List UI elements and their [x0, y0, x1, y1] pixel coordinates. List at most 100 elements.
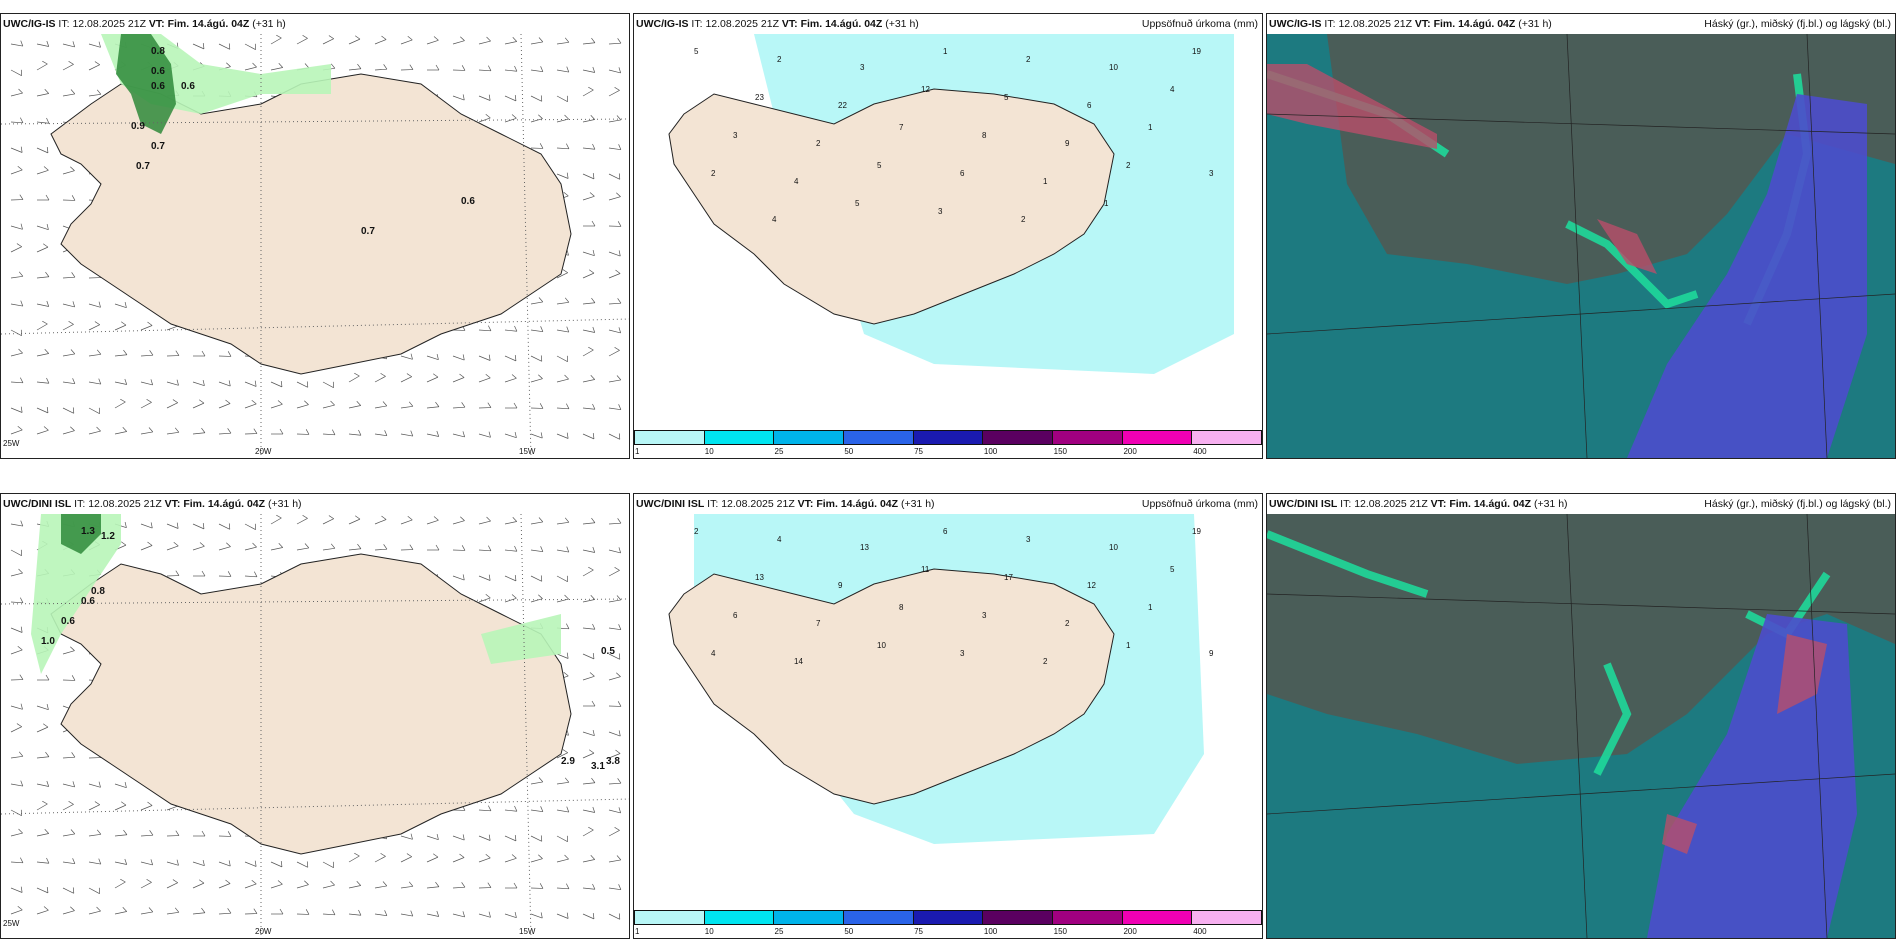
legend-swatch — [635, 911, 705, 924]
legend-label: 400 — [1193, 447, 1207, 456]
wind-value-label: 2.9 — [561, 756, 575, 767]
legend-swatch — [774, 911, 845, 924]
precip-number-label: 2 — [711, 169, 716, 178]
precip-number-label: 3 — [982, 611, 987, 620]
precip-number-label: 1 — [1104, 199, 1109, 208]
legend-label: 75 — [914, 927, 924, 936]
legend-swatch — [983, 431, 1054, 444]
precip-number-label: 1 — [1043, 177, 1048, 186]
precip-number-label: 5 — [1170, 565, 1175, 574]
precip-number-label: 1 — [943, 47, 948, 56]
mid-cloud — [1327, 34, 1895, 284]
wind-value-label: 0.7 — [361, 226, 375, 237]
legend-label: 100 — [983, 447, 998, 456]
legend-bar — [634, 430, 1262, 445]
precip-number-label: 3 — [1209, 169, 1214, 178]
precip-number-label: 4 — [794, 177, 799, 186]
legend-label: 200 — [1123, 927, 1137, 936]
precip-number-label: 9 — [1209, 649, 1214, 658]
precip-number-label: 9 — [838, 581, 843, 590]
legend-swatch — [844, 431, 914, 444]
legend-label: 25 — [774, 447, 784, 456]
wind-value-label: 1.2 — [101, 531, 115, 542]
lon-label-20w: 20W — [255, 447, 272, 456]
legend-label: 150 — [1053, 927, 1068, 936]
legend-swatch — [1122, 431, 1193, 444]
precip-number-label: 13 — [860, 543, 869, 552]
wind-value-label: 0.6 — [61, 616, 75, 627]
cloud-grid — [1267, 34, 1895, 458]
precip-number-label: 6 — [733, 611, 738, 620]
legend-label: 50 — [844, 927, 854, 936]
legend-swatch — [774, 431, 845, 444]
precip-number-label: 23 — [755, 93, 764, 102]
panel-header: UWC/IG-IS IT: 12.08.2025 21Z VT: Fim. 14… — [3, 18, 286, 30]
legend-swatch — [1192, 911, 1262, 924]
iceland-land — [50, 553, 572, 855]
low-cloud-red — [1267, 64, 1657, 274]
legend-label: 200 — [1123, 447, 1137, 456]
wind-map[interactable]: 0.80.60.60.60.90.70.70.60.7 20W 15W 25W — [1, 34, 629, 458]
legend-label: 10 — [704, 927, 714, 936]
precip-number-label: 13 — [755, 573, 764, 582]
precip-number-label: 4 — [777, 535, 782, 544]
legend-swatch — [1122, 911, 1193, 924]
precip-number-label: 2 — [1026, 55, 1031, 64]
precip-number-label: 3 — [733, 131, 738, 140]
precip-number-label: 6 — [1087, 101, 1092, 110]
precip-number-label: 19 — [1192, 527, 1201, 536]
legend-swatch — [1053, 431, 1123, 444]
precip-map-panel-1: UWC/IG-IS IT: 12.08.2025 21Z VT: Fim. 14… — [633, 13, 1263, 459]
low-cloud-red — [1662, 634, 1827, 854]
cloud-map[interactable] — [1267, 34, 1895, 458]
legend-label: 150 — [1053, 447, 1068, 456]
wind-value-label: 0.8 — [91, 586, 105, 597]
legend-swatch — [704, 431, 775, 444]
precip-number-label: 17 — [1004, 573, 1013, 582]
corner-lon-label: 25W — [3, 439, 20, 448]
lon-label-15w: 15W — [519, 927, 536, 936]
legend-swatch — [844, 911, 914, 924]
wind-map-panel-2: UWC/DINI ISL IT: 12.08.2025 21Z VT: Fim.… — [0, 493, 630, 939]
cloud-map-panel-2: UWC/DINI ISL IT: 12.08.2025 21Z VT: Fim.… — [1266, 493, 1896, 939]
legend-swatch — [913, 911, 984, 924]
precip-number-label: 5 — [855, 199, 860, 208]
precip-number-label: 10 — [877, 641, 886, 650]
precip-number-label: 6 — [960, 169, 965, 178]
precip-number-label: 5 — [877, 161, 882, 170]
wind-value-label: 0.8 — [151, 46, 165, 57]
wind-map[interactable]: 1.3 1.20.80.60.61.00.52.9 3.1 3.8 20W 15W 2… — [1, 514, 629, 938]
wind-value-label: 0.6 — [151, 66, 165, 77]
iceland-land — [50, 73, 572, 375]
precip-number-label: 1 — [1148, 603, 1153, 612]
legend-label: 400 — [1193, 927, 1207, 936]
precip-number-label: 1 — [1126, 641, 1131, 650]
precip-number-label: 1 — [1148, 123, 1153, 132]
precip-number-label: 7 — [899, 123, 904, 132]
precip-map-panel-2: UWC/DINI ISL IT: 12.08.2025 21Z VT: Fim.… — [633, 493, 1263, 939]
wind-map-panel-1: UWC/IG-IS IT: 12.08.2025 21Z VT: Fim. 14… — [0, 13, 630, 459]
wind-value-label: 0.7 — [136, 161, 150, 172]
wind-value-label: 3.8 — [606, 756, 620, 767]
wind-value-label: 3.1 — [591, 761, 605, 772]
precip-area-dark — [61, 514, 101, 554]
precip-number-label: 2 — [694, 527, 699, 536]
legend-label: 75 — [914, 447, 924, 456]
wind-value-label: 1.3 — [81, 526, 95, 537]
precip-number-label: 4 — [772, 215, 777, 224]
legend-swatch — [1053, 911, 1123, 924]
precip-number-label: 2 — [1021, 215, 1026, 224]
wind-value-labels: 1.3 1.20.80.60.61.00.52.9 3.1 3.8 — [41, 526, 620, 772]
precip-number-label: 4 — [711, 649, 716, 658]
cloud-map[interactable] — [1267, 514, 1895, 938]
legend-label: 50 — [844, 447, 854, 456]
precip-number-label: 3 — [938, 207, 943, 216]
precip-number-label: 2 — [1043, 657, 1048, 666]
cloud-grid — [1267, 514, 1895, 938]
precip-number-label: 3 — [1026, 535, 1031, 544]
legend-label: 1 — [635, 927, 640, 936]
cloud-map-panel-1: UWC/IG-IS IT: 12.08.2025 21Z VT: Fim. 14… — [1266, 13, 1896, 459]
legend-swatch — [913, 431, 984, 444]
